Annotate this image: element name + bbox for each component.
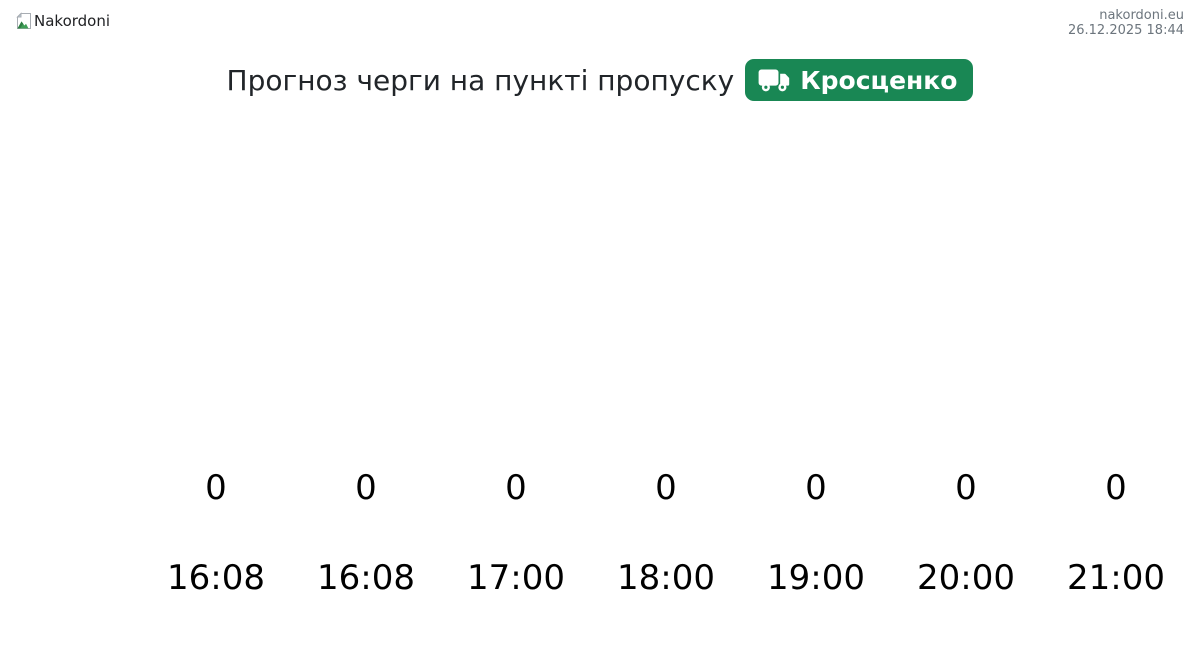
x-axis-tick-label: 16:08 — [167, 558, 265, 598]
truck-icon — [757, 66, 791, 94]
x-axis-tick-label: 16:08 — [317, 558, 415, 598]
site-domain: nakordoni.eu — [1099, 8, 1184, 23]
bar-value-label: 0 — [805, 468, 827, 508]
bar-value-label: 0 — [655, 468, 677, 508]
x-axis-labels-row: 16:08 16:08 17:00 18:00 19:00 20:00 21:00 — [141, 561, 1191, 595]
checkpoint-badge-label: Кросценко — [800, 65, 958, 95]
header-meta: nakordoni.eu 26.12.2025 18:44 — [1068, 8, 1184, 38]
title-row: Прогноз черги на пункті пропуску Кросцен… — [0, 59, 1200, 101]
queue-forecast-chart: 0 0 0 0 0 0 0 16:08 16:08 17:00 18:00 19:00 20:00 21… — [141, 110, 1191, 610]
timestamp: 26.12.2025 18:44 — [1067, 23, 1184, 38]
bar-value-label: 0 — [205, 468, 227, 508]
values-row: 0 0 0 0 0 0 0 — [141, 471, 1191, 505]
page-title: Прогноз черги на пункті пропуску — [226, 63, 735, 97]
bar-value-label: 0 — [955, 468, 977, 508]
site-logo[interactable]: Nakordoni — [15, 12, 110, 30]
broken-image-icon — [15, 12, 33, 30]
bar-value-label: 0 — [1105, 468, 1127, 508]
logo-alt-text: Nakordoni — [34, 12, 111, 30]
x-axis-tick-label: 18:00 — [617, 558, 715, 598]
bar-value-label: 0 — [505, 468, 527, 508]
checkpoint-badge[interactable]: Кросценко — [745, 59, 974, 101]
bar-value-label: 0 — [355, 468, 377, 508]
x-axis-tick-label: 19:00 — [767, 558, 865, 598]
x-axis-tick-label: 21:00 — [1067, 558, 1165, 598]
x-axis-tick-label: 17:00 — [467, 558, 565, 598]
x-axis-tick-label: 20:00 — [917, 558, 1015, 598]
